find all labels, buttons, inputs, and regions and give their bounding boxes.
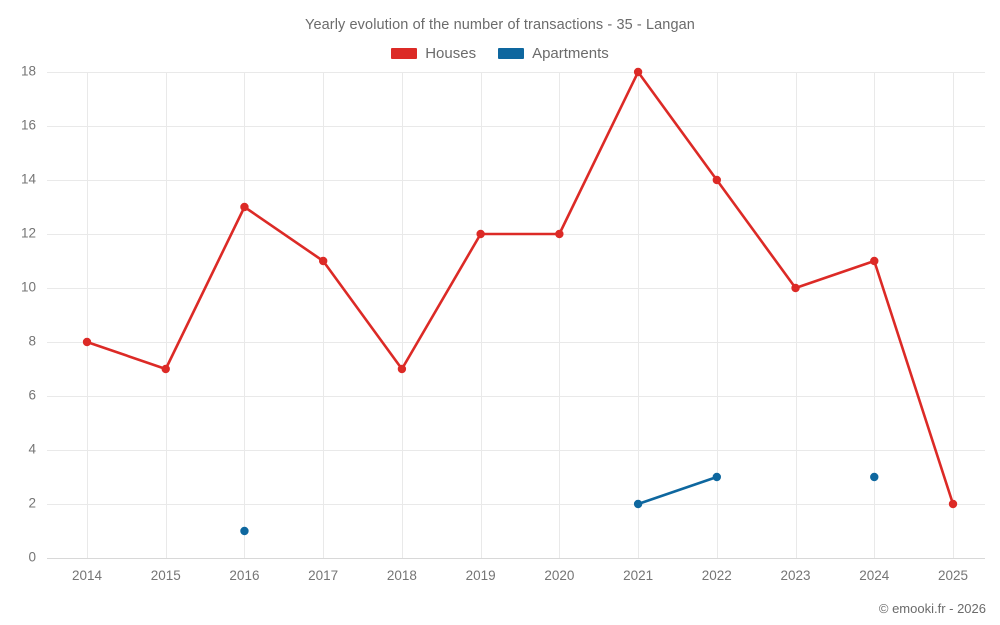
x-tick-label: 2022: [702, 568, 732, 583]
series-line-segment: [872, 259, 955, 506]
data-point-marker[interactable]: Houses 2015: 7: [161, 364, 170, 374]
data-point-marker[interactable]: Houses 2022: 14: [712, 175, 722, 185]
y-tick-label: 12: [21, 226, 36, 241]
y-axis-tick-labels: 0 2 4 6 8 10 12 14 16 18: [21, 64, 37, 565]
x-axis-tick-labels: 2014 2015 2016 2017 2018 2019 2020 2021 2022 2023…: [72, 568, 968, 583]
series-line-segment: [636, 475, 719, 506]
data-point-marker[interactable]: Houses 2019: 12: [476, 229, 485, 239]
x-tick-label: 2023: [781, 568, 811, 583]
y-tick-label: 0: [28, 550, 36, 565]
y-tick-label: 10: [21, 280, 36, 295]
legend-item-houses[interactable]: Houses: [391, 45, 476, 62]
legend-label-houses: Houses: [425, 45, 477, 62]
series-houses: Houses 2014: 8 Houses 2015: 7 Houses 2016:…: [82, 67, 958, 509]
series-line-segment: [164, 205, 246, 371]
gridlines: [47, 72, 985, 558]
data-point-marker[interactable]: Apartments 2022: 3: [712, 472, 722, 482]
series-line-segment: [321, 259, 404, 371]
y-tick-label: 18: [21, 64, 36, 79]
data-point-marker[interactable]: Houses 2016: 13: [240, 202, 249, 212]
x-tick-label: 2019: [466, 568, 496, 583]
y-tick-label: 4: [28, 442, 36, 457]
x-tick-label: 2021: [623, 568, 653, 583]
data-point-marker[interactable]: Apartments 2021: 2: [633, 499, 643, 509]
data-point-marker[interactable]: Houses 2023: 10: [791, 283, 800, 293]
data-point-marker[interactable]: Houses 2025: 2: [948, 499, 958, 509]
y-tick-label: 16: [21, 118, 36, 133]
y-tick-label: 2: [28, 496, 36, 511]
data-point-marker[interactable]: Houses 2014: 8: [82, 337, 92, 347]
chart-legend: Houses Apartments: [0, 45, 1000, 62]
x-tick-label: 2018: [387, 568, 417, 583]
y-tick-label: 8: [28, 334, 36, 349]
series-line-segment: [243, 205, 325, 263]
copyright-credit: © emooki.fr - 2026: [878, 601, 986, 616]
x-tick-label: 2015: [151, 568, 181, 583]
x-tick-label: 2025: [938, 568, 968, 583]
legend-label-apartments: Apartments: [532, 45, 609, 62]
data-point-marker[interactable]: Houses 2020: 12: [555, 229, 564, 239]
data-point-marker[interactable]: Houses 2021: 18: [633, 67, 643, 77]
legend-swatch-apartments: [498, 48, 525, 59]
data-point-marker[interactable]: Apartments 2024: 3: [870, 472, 879, 482]
x-tick-label: 2017: [308, 568, 338, 583]
data-point-marker[interactable]: Houses 2024: 11: [870, 256, 879, 266]
data-point-marker[interactable]: Apartments 2016: 1: [240, 526, 249, 536]
legend-swatch-houses: [391, 48, 418, 59]
series-line-segment: [794, 259, 876, 290]
x-tick-label: 2024: [859, 568, 890, 583]
y-tick-label: 14: [21, 172, 37, 187]
chart-title: Yearly evolution of the number of transa…: [305, 17, 695, 33]
data-point-marker[interactable]: Houses 2017: 11: [318, 256, 328, 266]
data-series-layer: Houses 2014: 8 Houses 2015: 7 Houses 2016:…: [82, 67, 958, 536]
x-tick-label: 2016: [229, 568, 259, 583]
series-line-segment: [636, 70, 719, 182]
series-line-segment: [85, 340, 168, 371]
series-line-segment: [400, 232, 482, 371]
series-line-segment: [715, 178, 797, 290]
data-point-marker[interactable]: Houses 2018: 7: [397, 364, 407, 374]
legend-item-apartments[interactable]: Apartments: [498, 45, 609, 62]
x-tick-label: 2014: [72, 568, 103, 583]
x-tick-label: 2020: [544, 568, 574, 583]
series-apartments: Apartments 2016: 1 Apartments 2021: 2 Apar…: [240, 472, 879, 536]
series-line-segment: [558, 70, 640, 236]
y-tick-label: 6: [28, 388, 36, 403]
